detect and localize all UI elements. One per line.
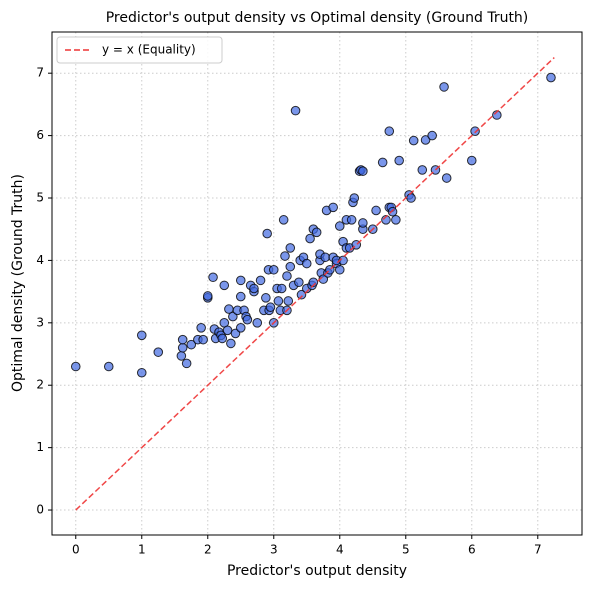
point [177,334,188,345]
point [296,289,307,300]
point [235,275,246,286]
point [268,264,279,275]
x-tick-label: 0 [72,543,80,557]
chart-title: Predictor's output density vs Optimal de… [106,10,529,26]
point [384,126,395,137]
legend-box [56,36,223,64]
y-tick-label: 2 [36,378,44,392]
legend-label: y = x (Equality) [102,43,196,57]
x-tick-label: 3 [270,543,278,557]
point [136,367,147,378]
x-tick-label: 2 [204,543,212,557]
point [328,202,338,213]
point [470,126,480,137]
point [492,110,502,120]
point [276,283,287,294]
point [235,323,246,333]
point [346,215,357,225]
point [305,233,315,244]
point [202,291,213,301]
point [153,347,164,357]
point [282,271,292,281]
point [280,251,290,261]
point [222,325,233,336]
point [278,215,289,225]
point [252,318,263,328]
point [408,135,419,146]
point [371,205,381,216]
point [255,275,266,286]
point [358,218,368,228]
point [377,157,388,168]
point [439,82,449,92]
point [249,283,259,294]
point [226,338,236,349]
point [427,130,437,141]
y-axis-label: Optimal density (Ground Truth) [10,174,26,392]
point [394,155,404,166]
point [417,165,428,175]
point [177,342,188,353]
point [320,252,331,263]
point [285,243,296,253]
y-tick-label: 3 [36,315,44,329]
point [311,227,322,238]
point [70,361,81,372]
point [208,272,218,283]
point [196,323,206,333]
point [283,296,294,306]
point [265,302,276,313]
point [349,193,360,203]
point [176,351,187,361]
point [186,339,197,350]
point [136,330,147,341]
point [334,264,345,275]
y-tick-label: 5 [36,191,44,205]
point [242,314,253,325]
point [420,135,431,145]
point [181,358,192,369]
point [285,261,296,272]
x-tick-label: 4 [336,543,344,557]
point [334,221,345,231]
plot-frame [51,31,583,536]
point [273,296,284,306]
y-tick-label: 0 [36,503,44,517]
point [391,215,401,225]
x-tick-label: 7 [534,543,542,557]
point [406,193,416,203]
point [294,277,304,288]
point [103,361,114,372]
point [466,155,477,166]
y-tick-label: 4 [36,253,44,267]
point [546,72,556,83]
point [441,173,452,183]
x-tick-label: 6 [468,543,476,557]
y-tick-label: 1 [36,440,44,454]
point [387,206,398,217]
point [198,334,208,345]
x-tick-label: 5 [402,543,410,557]
x-axis-label: Predictor's output density [227,563,407,579]
x-tick-label: 1 [138,543,146,557]
point [301,258,312,269]
y-tick-label: 6 [36,128,44,142]
point [358,166,368,176]
point [381,215,391,225]
point [219,280,230,291]
point [308,277,319,288]
point [235,291,246,302]
point [261,293,271,303]
y-tick-label: 7 [36,66,44,80]
point [262,228,272,239]
point [290,105,301,116]
reference-line [75,57,555,511]
point [217,333,228,344]
